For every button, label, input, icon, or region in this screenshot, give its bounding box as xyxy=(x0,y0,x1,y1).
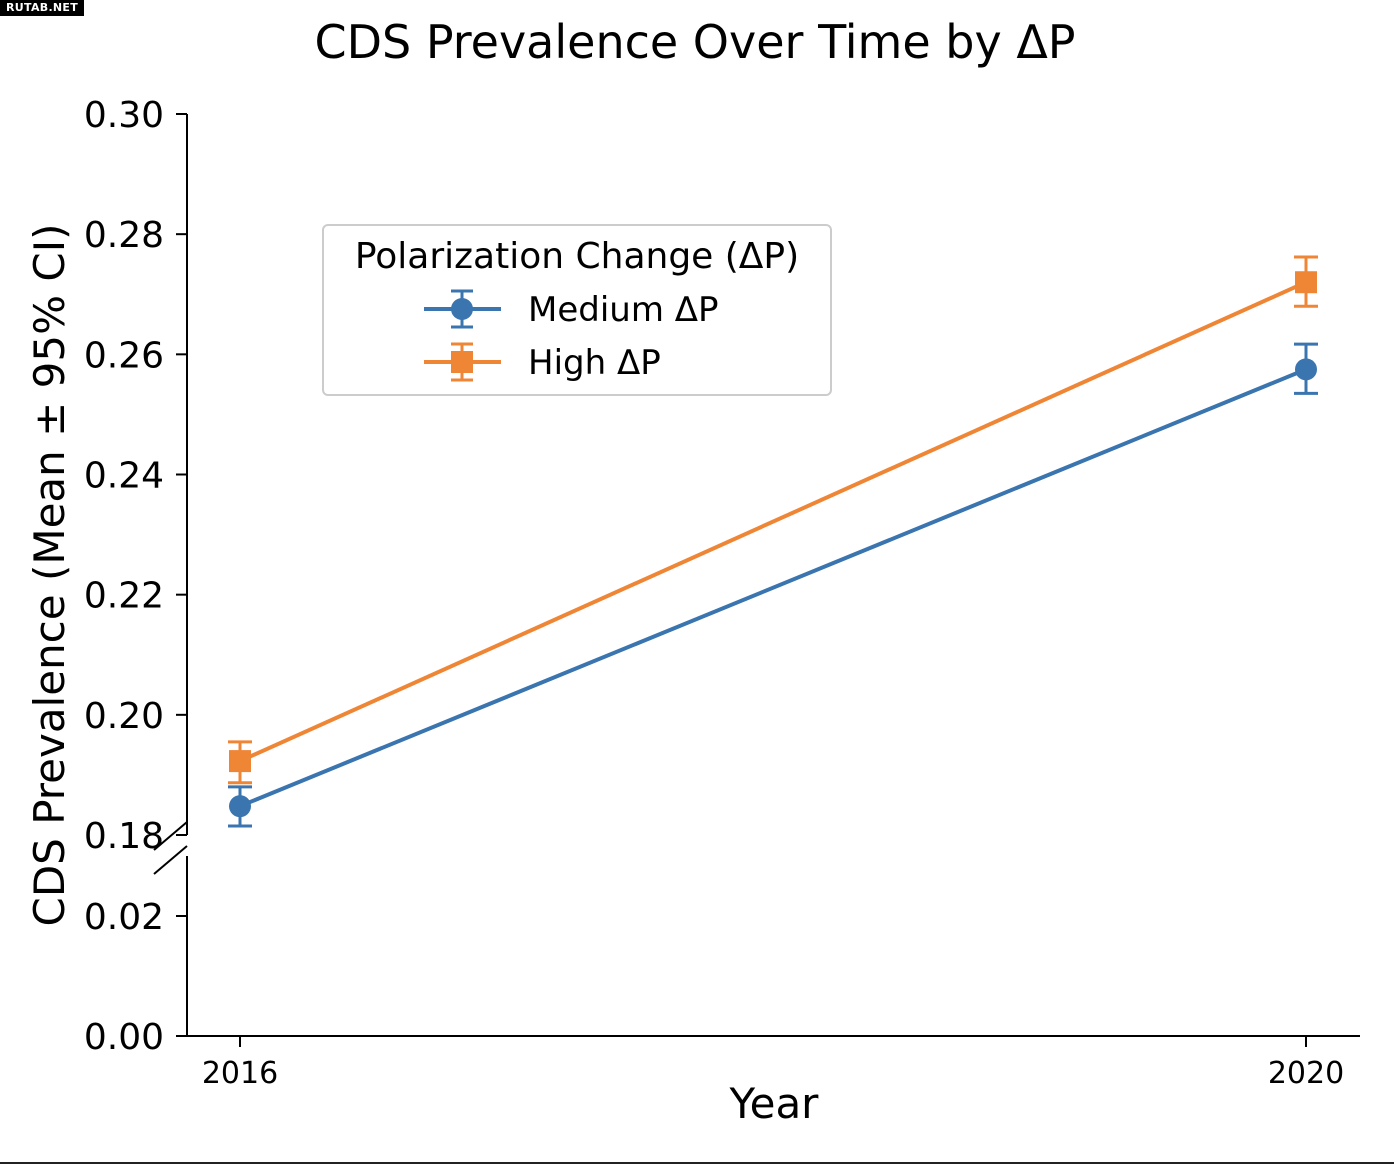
series-0 xyxy=(228,342,1318,828)
data-point-1-1 xyxy=(1295,271,1317,294)
y-tick-label-lower-1: 0.00 xyxy=(84,1017,164,1058)
x-tick-label-0: 2016 xyxy=(202,1056,278,1091)
legend-marker-0 xyxy=(451,298,473,320)
legend-marker-1 xyxy=(451,351,473,373)
y-tick-label-2: 0.26 xyxy=(84,335,164,376)
legend-items: Medium ΔP High ΔP xyxy=(424,289,719,383)
y-tick-label-6: 0.18 xyxy=(84,816,164,857)
data-point-0-1 xyxy=(1295,358,1317,381)
axis-break-mark-upper xyxy=(153,821,188,851)
series-layer xyxy=(228,255,1318,828)
legend-label-1: High ΔP xyxy=(528,343,661,383)
axis-break-mark-lower xyxy=(153,845,188,875)
watermark: RUTAB.NET xyxy=(0,0,85,16)
data-point-1-0 xyxy=(229,750,251,773)
axis-ticks: 0.30 0.28 0.26 0.24 0.22 0.20 0.18 0.02 0.00 2016… xyxy=(84,95,1344,1091)
legend: Polarization Change (ΔP) Medium ΔP High Δ… xyxy=(322,224,832,396)
chart-title: CDS Prevalence Over Time by ΔP xyxy=(314,15,1075,69)
legend-label-0: Medium ΔP xyxy=(528,290,719,330)
bottom-rule xyxy=(0,1162,1394,1164)
series-1 xyxy=(228,255,1318,785)
legend-frame xyxy=(322,224,832,396)
y-tick-label-5: 0.20 xyxy=(84,696,164,737)
y-axis-label: CDS Prevalence (Mean ± 95% CI) xyxy=(25,224,74,927)
data-point-0-0 xyxy=(229,795,251,818)
y-tick-label-1: 0.28 xyxy=(84,215,164,256)
y-tick-label-3: 0.24 xyxy=(84,456,164,497)
x-axis-label: Year xyxy=(729,1079,820,1128)
y-tick-label-0: 0.30 xyxy=(84,95,164,136)
y-tick-label-4: 0.22 xyxy=(84,576,164,617)
x-tick-label-1: 2020 xyxy=(1268,1056,1344,1091)
y-tick-label-lower-0: 0.02 xyxy=(84,897,164,938)
series-line-1 xyxy=(239,280,1307,763)
series-line-0 xyxy=(239,367,1307,809)
legend-title: Polarization Change (ΔP) xyxy=(355,236,799,277)
